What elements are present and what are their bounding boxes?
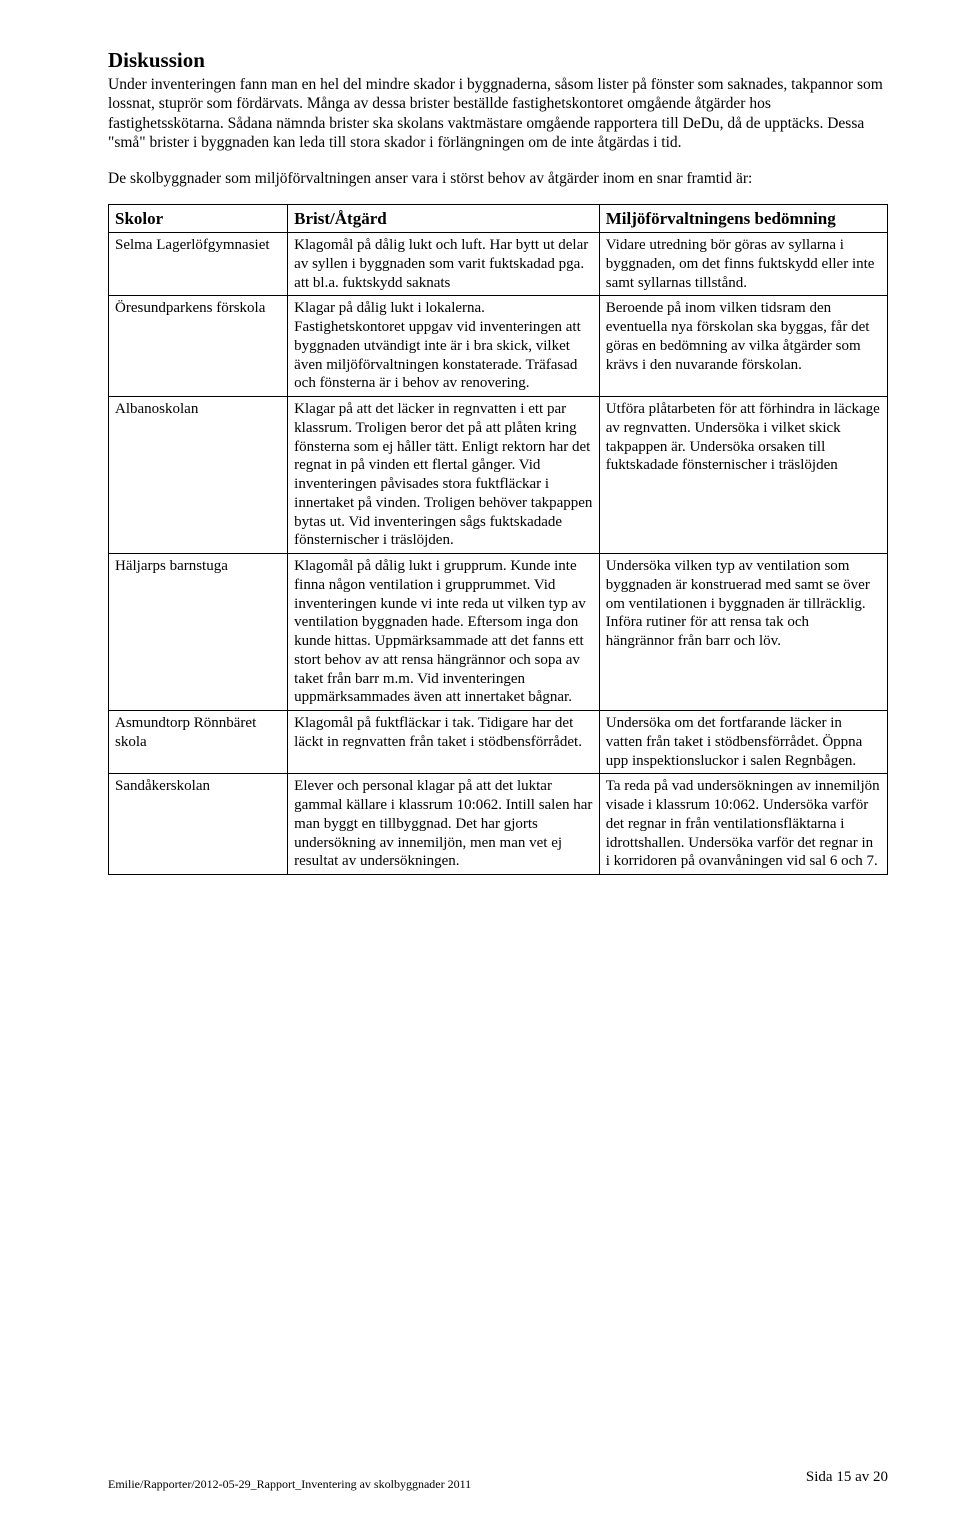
page-container: Diskussion Under inventeringen fann man …	[0, 0, 960, 1528]
table-header-row: Skolor Brist/Åtgärd Miljöförvaltningens …	[109, 204, 888, 232]
assessment-table: Skolor Brist/Åtgärd Miljöförvaltningens …	[108, 204, 888, 875]
cell-school: Selma Lagerlöfgymnasiet	[109, 233, 288, 296]
cell-issue: Klagomål på dålig lukt i grupprum. Kunde…	[288, 554, 600, 711]
paragraph-1: Under inventeringen fann man en hel del …	[108, 75, 888, 153]
cell-issue: Elever och personal klagar på att det lu…	[288, 774, 600, 875]
col-header-brist: Brist/Åtgärd	[288, 204, 600, 232]
section-heading: Diskussion	[108, 48, 888, 73]
col-header-skolor: Skolor	[109, 204, 288, 232]
table-row: Sandåkerskolan Elever och personal klaga…	[109, 774, 888, 875]
cell-assessment: Vidare utredning bör göras av syllarna i…	[599, 233, 887, 296]
page-footer: Emilie/Rapporter/2012-05-29_Rapport_Inve…	[108, 1469, 888, 1492]
cell-assessment: Undersöka vilken typ av ventilation som …	[599, 554, 887, 711]
table-row: Öresundparkens förskola Klagar på dålig …	[109, 296, 888, 397]
cell-school: Häljarps barnstuga	[109, 554, 288, 711]
cell-assessment: Undersöka om det fortfarande läcker in v…	[599, 711, 887, 774]
table-row: Asmundtorp Rönnbäret skola Klagomål på f…	[109, 711, 888, 774]
cell-assessment: Utföra plåtarbeten för att förhindra in …	[599, 397, 887, 554]
cell-issue: Klagomål på fuktfläckar i tak. Tidigare …	[288, 711, 600, 774]
cell-school: Sandåkerskolan	[109, 774, 288, 875]
cell-school: Asmundtorp Rönnbäret skola	[109, 711, 288, 774]
table-row: Häljarps barnstuga Klagomål på dålig luk…	[109, 554, 888, 711]
cell-assessment: Beroende på inom vilken tidsram den even…	[599, 296, 887, 397]
cell-school: Albanoskolan	[109, 397, 288, 554]
footer-page-number: Sida 15 av 20	[806, 1469, 888, 1486]
table-row: Selma Lagerlöfgymnasiet Klagomål på dåli…	[109, 233, 888, 296]
footer-path: Emilie/Rapporter/2012-05-29_Rapport_Inve…	[108, 1477, 471, 1492]
paragraph-2: De skolbyggnader som miljöförvaltningen …	[108, 169, 888, 188]
cell-issue: Klagar på dålig lukt i lokalerna. Fastig…	[288, 296, 600, 397]
cell-school: Öresundparkens förskola	[109, 296, 288, 397]
col-header-bedomning: Miljöförvaltningens bedömning	[599, 204, 887, 232]
cell-issue: Klagomål på dålig lukt och luft. Har byt…	[288, 233, 600, 296]
table-body: Selma Lagerlöfgymnasiet Klagomål på dåli…	[109, 233, 888, 875]
cell-assessment: Ta reda på vad undersökningen av innemil…	[599, 774, 887, 875]
cell-issue: Klagar på att det läcker in regnvatten i…	[288, 397, 600, 554]
table-row: Albanoskolan Klagar på att det läcker in…	[109, 397, 888, 554]
